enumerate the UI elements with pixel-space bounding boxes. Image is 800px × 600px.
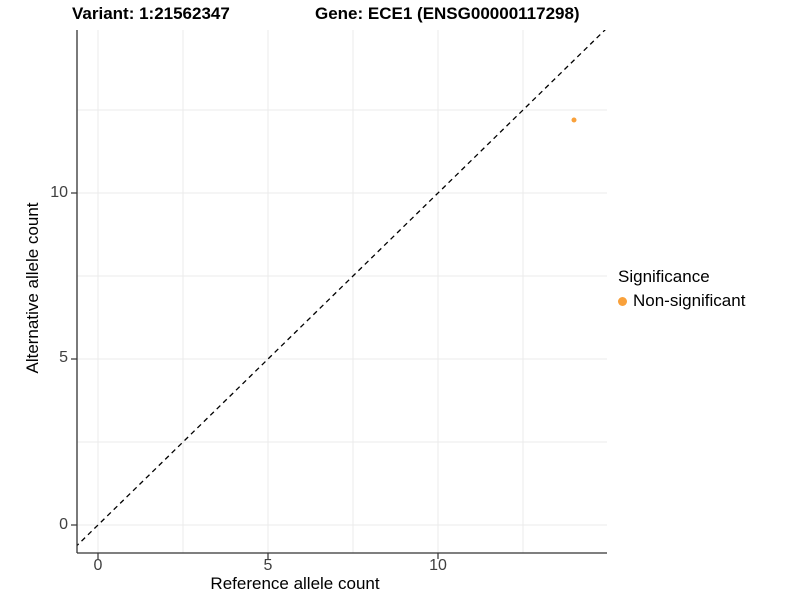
x-axis-title: Reference allele count xyxy=(210,574,380,593)
gridlines xyxy=(77,30,607,553)
legend-key-dot-icon xyxy=(618,296,627,306)
y-tick-label: 5 xyxy=(59,349,68,366)
x-tick-label: 5 xyxy=(263,557,273,574)
data-point xyxy=(571,117,577,123)
legend-entry: Non-significant xyxy=(616,290,745,312)
y-tick-label: 0 xyxy=(59,516,68,533)
identity-line xyxy=(77,30,606,547)
plot-title-variant: Variant: 1:21562347 xyxy=(72,4,230,23)
legend-entry-label: Non-significant xyxy=(633,291,746,310)
legend-title: Significance xyxy=(618,267,710,286)
y-tick-label: 10 xyxy=(50,184,68,201)
x-tick-label: 10 xyxy=(429,557,447,574)
legend: Significance Non-significant xyxy=(616,266,745,312)
y-axis-title: Alternative allele count xyxy=(23,202,42,374)
plot-title-gene: Gene: ECE1 (ENSG00000117298) xyxy=(315,4,580,23)
x-tick-label: 0 xyxy=(93,557,103,574)
